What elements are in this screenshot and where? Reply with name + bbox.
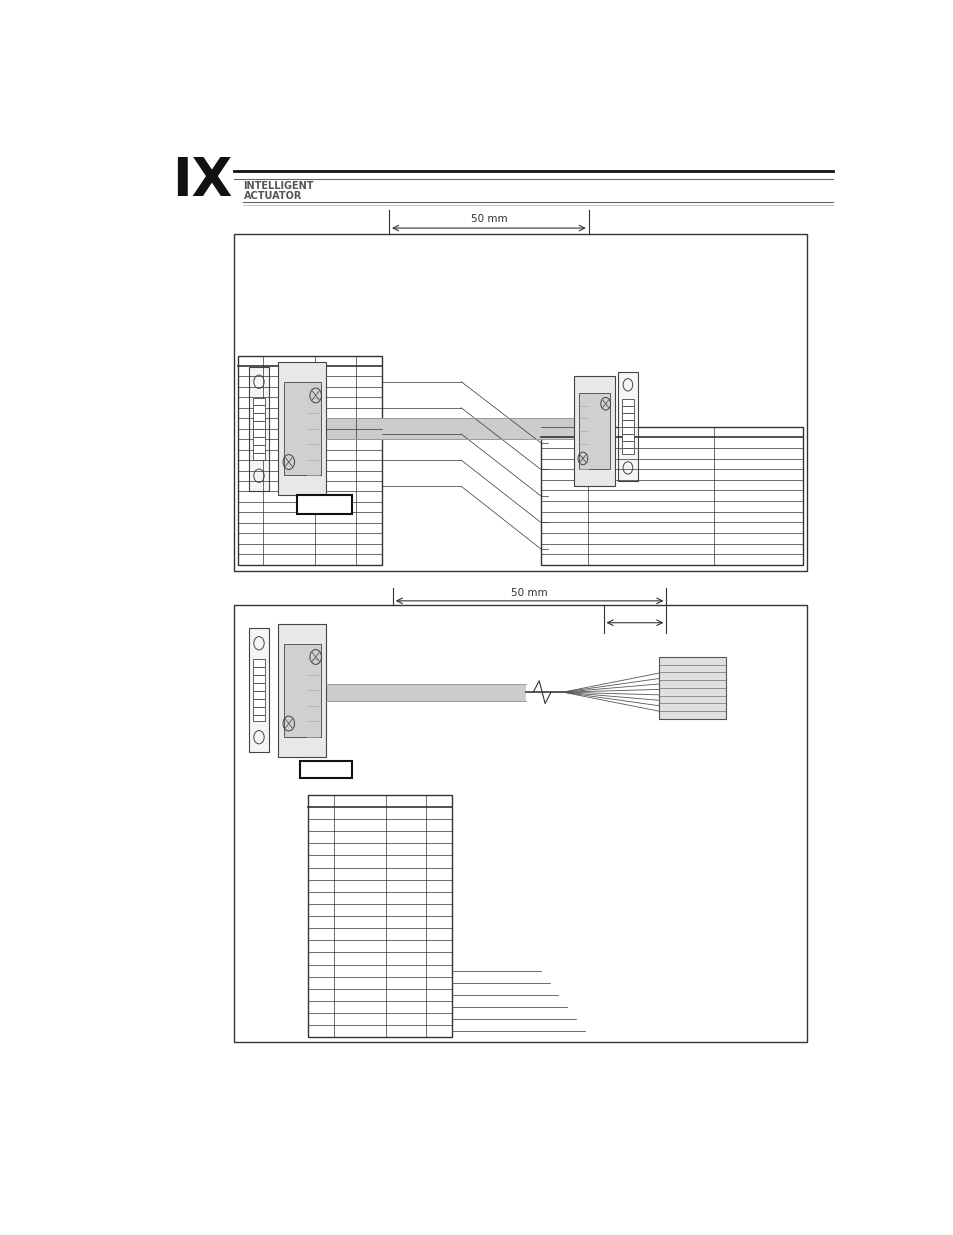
Bar: [578, 393, 609, 469]
Text: INTELLIGENT: INTELLIGENT: [243, 182, 314, 191]
Bar: [284, 643, 320, 737]
Text: 50 mm: 50 mm: [511, 588, 547, 598]
Bar: [253, 659, 265, 721]
Bar: [284, 382, 320, 475]
Bar: [233, 233, 806, 572]
Bar: [253, 398, 265, 459]
Bar: [278, 624, 326, 757]
Text: ACTUATOR: ACTUATOR: [243, 190, 301, 201]
Bar: [540, 427, 802, 564]
Bar: [621, 399, 633, 453]
Bar: [249, 367, 269, 490]
Bar: [659, 657, 724, 719]
Bar: [300, 761, 352, 778]
Text: IX: IX: [172, 156, 233, 207]
Bar: [249, 629, 269, 752]
Text: 50 mm: 50 mm: [470, 215, 507, 225]
Bar: [296, 495, 352, 514]
Bar: [308, 795, 452, 1037]
Bar: [326, 684, 525, 700]
Bar: [237, 356, 381, 564]
Bar: [278, 362, 326, 495]
Bar: [233, 605, 806, 1042]
Bar: [618, 372, 637, 482]
Bar: [574, 377, 614, 485]
Bar: [326, 419, 574, 440]
